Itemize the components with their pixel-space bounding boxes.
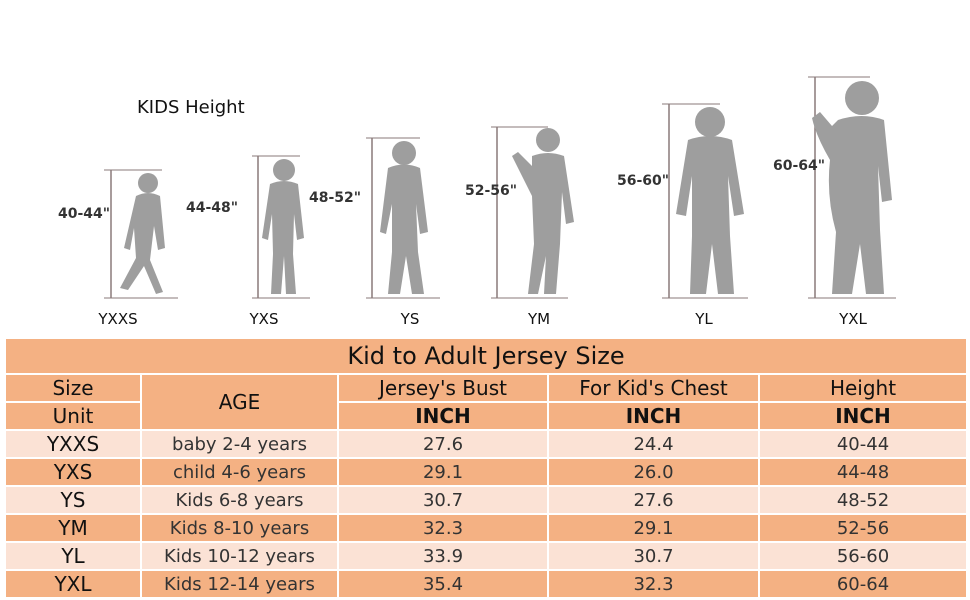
table-row: YL Kids 10-12 years 33.9 30.7 56-60 bbox=[4, 541, 968, 571]
header-height-unit: INCH bbox=[758, 401, 968, 431]
height-label-yl: 56-60" bbox=[617, 173, 670, 189]
cell-bust: 33.9 bbox=[337, 541, 549, 571]
cell-bust: 35.4 bbox=[337, 569, 549, 599]
header-chest: For Kid's Chest bbox=[547, 373, 760, 403]
cell-age: Kids 8-10 years bbox=[140, 513, 339, 543]
header-chest-unit: INCH bbox=[547, 401, 760, 431]
kids-height-chart: KIDS Height bbox=[58, 76, 896, 328]
cell-height: 56-60 bbox=[758, 541, 968, 571]
cell-height: 48-52 bbox=[758, 485, 968, 515]
size-label-yxl: YXL bbox=[839, 310, 867, 328]
cell-height: 40-44 bbox=[758, 429, 968, 459]
table-row: YXL Kids 12-14 years 35.4 32.3 60-64 bbox=[4, 569, 968, 599]
height-label-yxs: 44-48" bbox=[186, 200, 239, 216]
table-row: YS Kids 6-8 years 30.7 27.6 48-52 bbox=[4, 485, 968, 515]
cell-bust: 32.3 bbox=[337, 513, 549, 543]
cell-size: YL bbox=[4, 541, 142, 571]
cell-chest: 26.0 bbox=[547, 457, 760, 487]
table-row: YM Kids 8-10 years 32.3 29.1 52-56 bbox=[4, 513, 968, 543]
kids-height-title: KIDS Height bbox=[137, 97, 245, 118]
size-label-yxs: YXS bbox=[249, 310, 279, 328]
cell-age: Kids 6-8 years bbox=[140, 485, 339, 515]
header-bust: Jersey's Bust bbox=[337, 373, 549, 403]
size-label-ym: YM bbox=[527, 310, 551, 328]
height-label-ys: 48-52" bbox=[309, 190, 362, 206]
cell-bust: 30.7 bbox=[337, 485, 549, 515]
cell-height: 52-56 bbox=[758, 513, 968, 543]
cell-chest: 30.7 bbox=[547, 541, 760, 571]
height-label-yxl: 60-64" bbox=[773, 158, 826, 174]
cell-bust: 29.1 bbox=[337, 457, 549, 487]
figure-yl bbox=[662, 103, 748, 299]
header-bust-unit: INCH bbox=[337, 401, 549, 431]
silhouettes-illustration bbox=[104, 76, 896, 299]
cell-chest: 32.3 bbox=[547, 569, 760, 599]
cell-age: Kids 12-14 years bbox=[140, 569, 339, 599]
figure-yxl bbox=[808, 76, 896, 299]
figure-yxxs bbox=[104, 169, 178, 299]
cell-size: YM bbox=[4, 513, 142, 543]
size-label-yxxs: YXXS bbox=[98, 310, 138, 328]
height-label-ym: 52-56" bbox=[465, 183, 518, 199]
header-age: AGE bbox=[140, 373, 339, 431]
header-size: Size bbox=[4, 373, 142, 403]
table-row: YXS child 4-6 years 29.1 26.0 44-48 bbox=[4, 457, 968, 487]
header-height: Height bbox=[758, 373, 968, 403]
figure-ys bbox=[366, 137, 440, 299]
cell-age: child 4-6 years bbox=[140, 457, 339, 487]
cell-chest: 24.4 bbox=[547, 429, 760, 459]
cell-size: YXL bbox=[4, 569, 142, 599]
cell-size: YXXS bbox=[4, 429, 142, 459]
size-table: Kid to Adult Jersey Size Size AGE Jersey… bbox=[4, 337, 968, 599]
cell-age: Kids 10-12 years bbox=[140, 541, 339, 571]
table-row: YXXS baby 2-4 years 27.6 24.4 40-44 bbox=[4, 429, 968, 459]
table-title: Kid to Adult Jersey Size bbox=[4, 337, 968, 375]
cell-chest: 29.1 bbox=[547, 513, 760, 543]
cell-age: baby 2-4 years bbox=[140, 429, 339, 459]
cell-size: YS bbox=[4, 485, 142, 515]
figure-ym bbox=[491, 126, 574, 299]
size-label-yl: YL bbox=[695, 310, 713, 328]
cell-bust: 27.6 bbox=[337, 429, 549, 459]
size-label-ys: YS bbox=[400, 310, 420, 328]
cell-chest: 27.6 bbox=[547, 485, 760, 515]
header-unit: Unit bbox=[4, 401, 142, 431]
height-label-yxxs: 40-44" bbox=[58, 206, 111, 222]
cell-height: 44-48 bbox=[758, 457, 968, 487]
figure-yxs bbox=[252, 155, 310, 299]
cell-height: 60-64 bbox=[758, 569, 968, 599]
cell-size: YXS bbox=[4, 457, 142, 487]
